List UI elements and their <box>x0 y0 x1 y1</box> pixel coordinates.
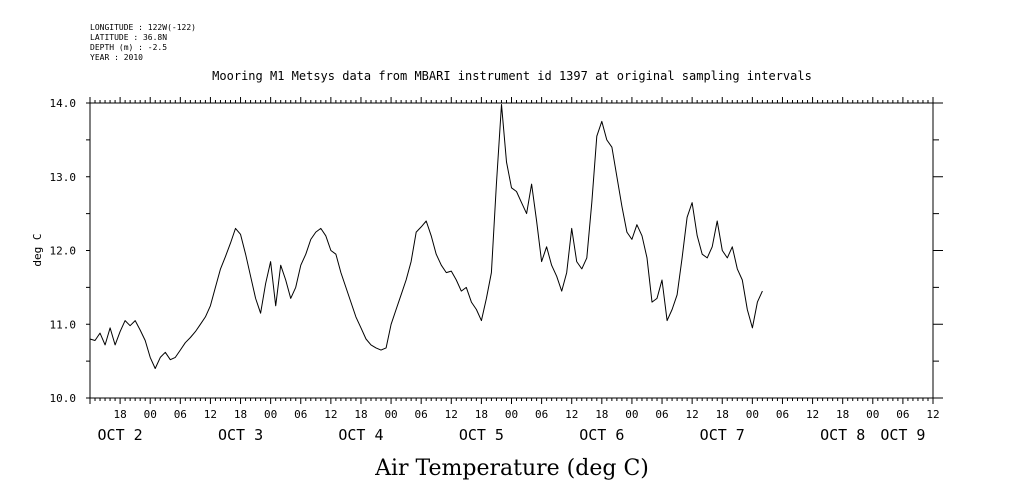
x-tick-label: 00 <box>746 408 759 421</box>
latitude-label: LATITUDE : 36.8N <box>90 33 167 42</box>
x-tick-label: 12 <box>686 408 699 421</box>
x-tick-label: 06 <box>776 408 789 421</box>
x-tick-label: 12 <box>926 408 939 421</box>
x-day-label: OCT 5 <box>459 426 504 444</box>
chart-title: Mooring M1 Metsys data from MBARI instru… <box>212 69 812 83</box>
x-tick-label: 06 <box>174 408 187 421</box>
x-tick-label: 06 <box>535 408 548 421</box>
y-tick-label: 13.0 <box>50 171 77 184</box>
x-tick-label: 06 <box>655 408 668 421</box>
x-tick-label: 12 <box>445 408 458 421</box>
x-tick-label: 12 <box>204 408 217 421</box>
depth-label: DEPTH (m) : -2.5 <box>90 43 167 52</box>
x-tick-label: 00 <box>505 408 518 421</box>
metadata-block: LONGITUDE : 122W(-122) LATITUDE : 36.8N … <box>90 23 196 62</box>
x-tick-label: 06 <box>294 408 307 421</box>
x-tick-label: 18 <box>595 408 608 421</box>
y-tick-label: 11.0 <box>50 318 77 331</box>
x-tick-label: 00 <box>866 408 879 421</box>
x-tick-label: 18 <box>475 408 488 421</box>
x-tick-label: 00 <box>384 408 397 421</box>
plot-frame <box>89 102 934 399</box>
x-tick-label: 18 <box>234 408 247 421</box>
x-axis-label: Air Temperature (deg C) <box>374 456 649 481</box>
x-tick-label: 18 <box>836 408 849 421</box>
series-group <box>89 104 763 369</box>
x-axis: 18 00 06 12 18 00 06 12 18 00 06 12 18 00 06 12 18 00 06 12… <box>89 97 940 444</box>
x-tick-label: 18 <box>716 408 729 421</box>
x-day-label: OCT 8 <box>820 426 865 444</box>
year-label: YEAR : 2010 <box>90 53 143 62</box>
x-day-label: OCT 6 <box>579 426 624 444</box>
x-tick-label: 00 <box>264 408 277 421</box>
longitude-label: LONGITUDE : 122W(-122) <box>90 23 196 32</box>
series-line <box>89 104 763 369</box>
x-day-label: OCT 7 <box>700 426 745 444</box>
x-tick-label: 18 <box>113 408 126 421</box>
x-tick-label: 00 <box>625 408 638 421</box>
x-tick-label: 12 <box>324 408 337 421</box>
x-tick-label: 18 <box>354 408 367 421</box>
x-day-label: OCT 3 <box>218 426 263 444</box>
x-tick-label: 00 <box>144 408 157 421</box>
y-axis: 10.0 11.0 12.0 13.0 14.0 <box>50 97 943 405</box>
x-tick-label: 12 <box>565 408 578 421</box>
x-tick-label: 06 <box>896 408 909 421</box>
x-day-label: OCT 9 <box>880 426 925 444</box>
x-tick-label: 12 <box>806 408 819 421</box>
y-tick-label: 14.0 <box>50 97 77 110</box>
y-tick-label: 10.0 <box>50 392 77 405</box>
y-tick-label: 12.0 <box>50 245 77 258</box>
x-day-label: OCT 2 <box>98 426 143 444</box>
x-day-label: OCT 4 <box>338 426 383 444</box>
y-axis-label: deg C <box>31 233 44 266</box>
x-tick-label: 06 <box>415 408 428 421</box>
